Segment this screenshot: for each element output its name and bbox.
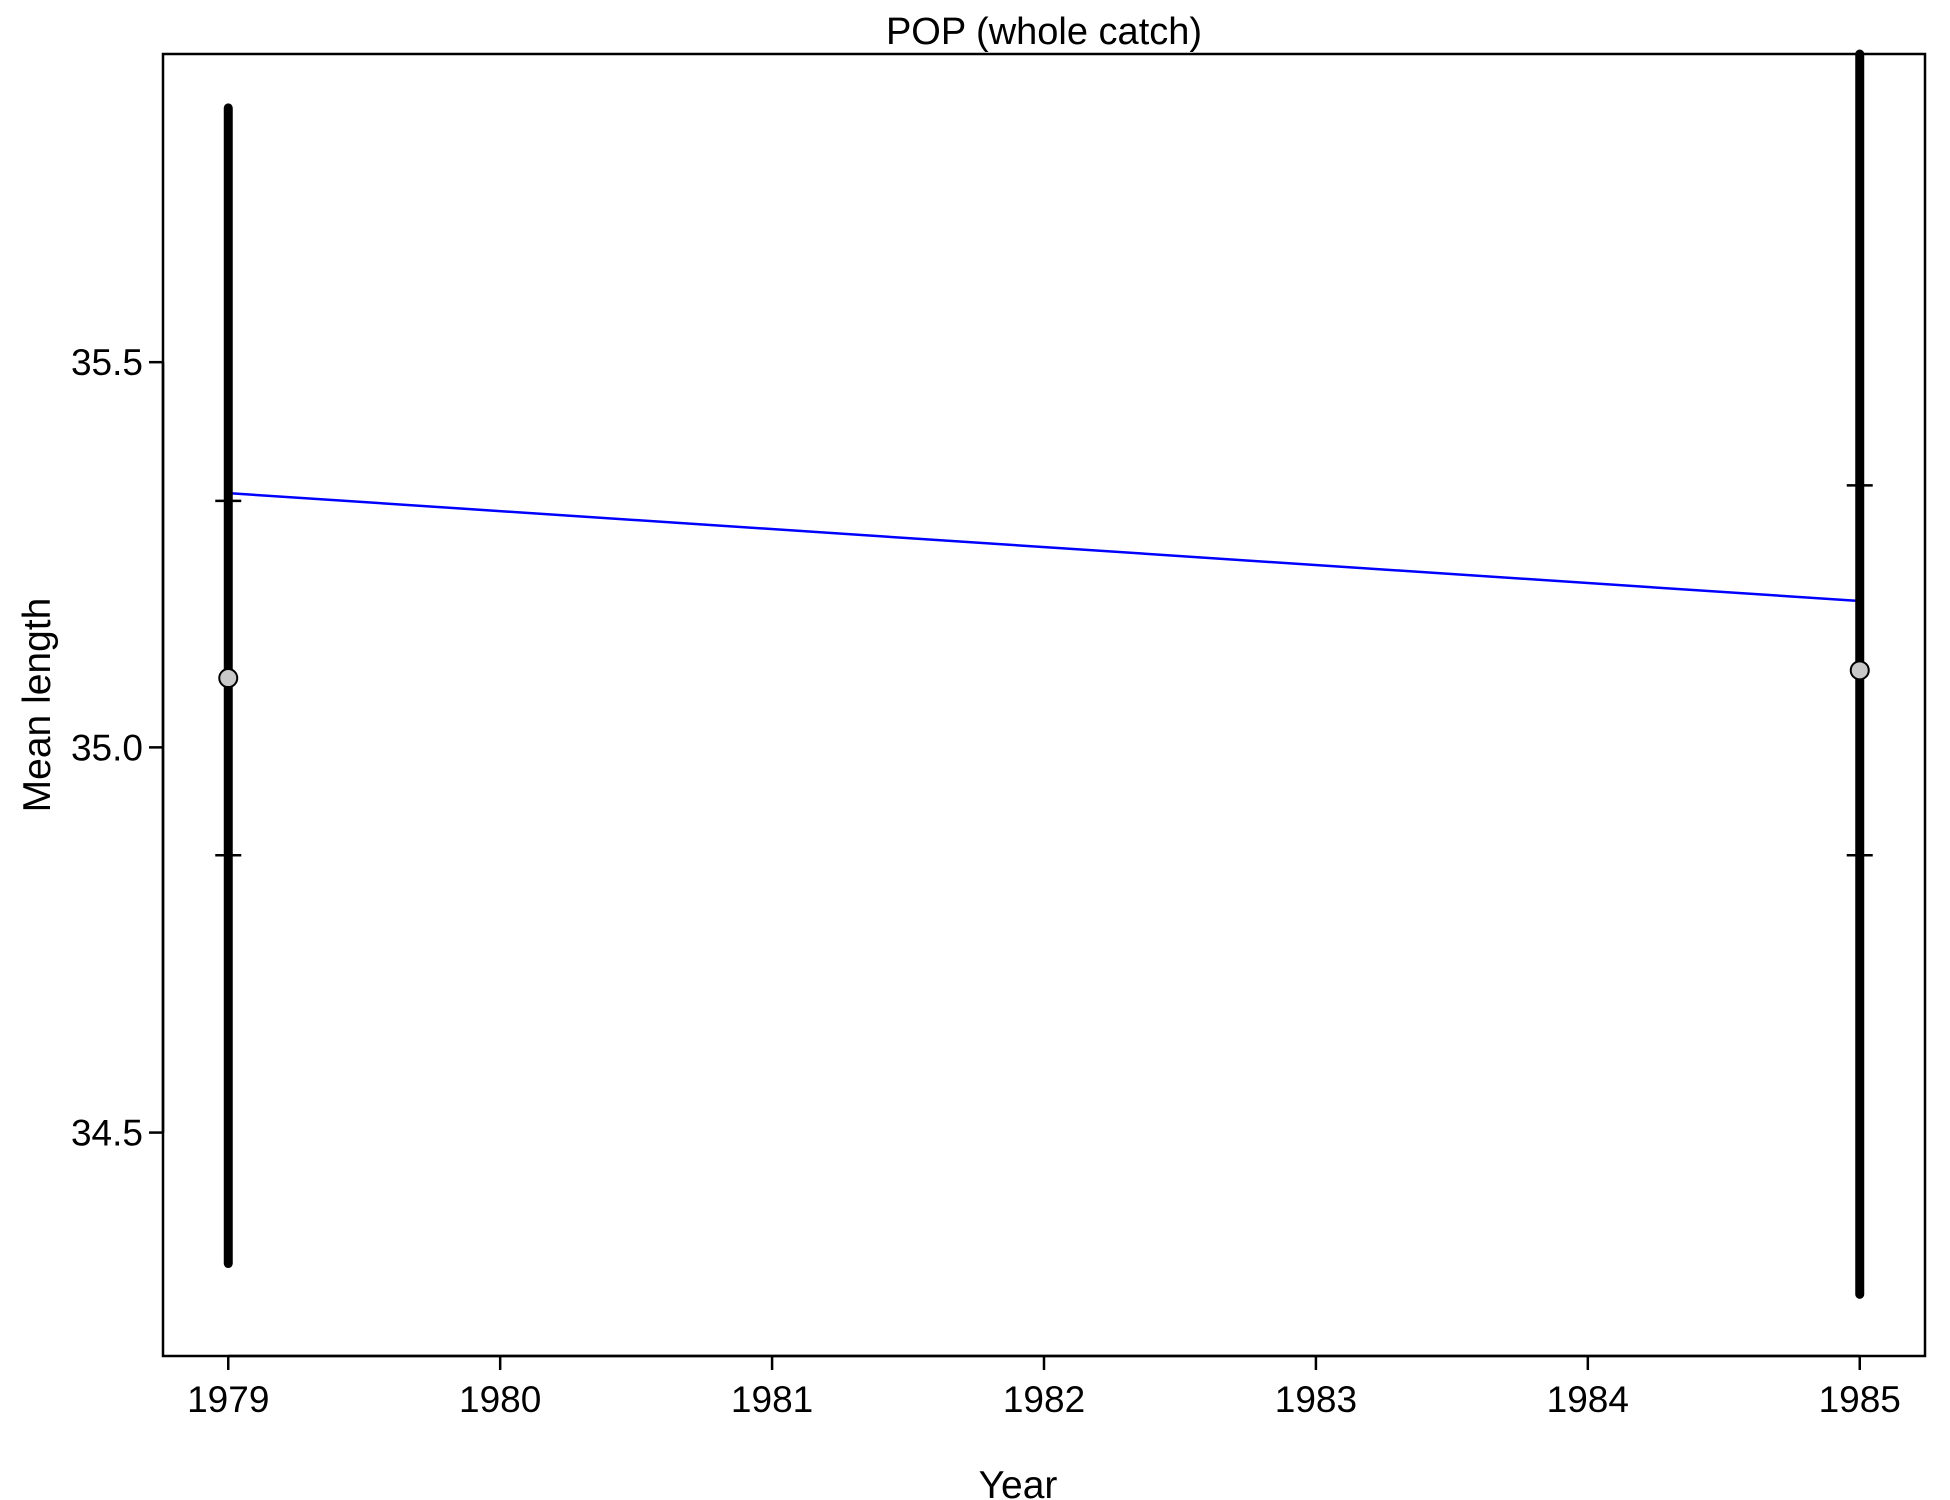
x-tick-label: 1980 [459,1379,541,1420]
trend-line-layer [228,491,1860,603]
x-tick-label: 1984 [1547,1379,1629,1420]
plot-frame [161,52,1927,1358]
x-tick-label: 1982 [1003,1379,1085,1420]
x-tick-label: 1979 [187,1379,269,1420]
y-tick-label: 35.0 [71,727,143,768]
x-tick-label: 1985 [1819,1379,1901,1420]
y-axis: 34.5 35.0 35.5 [71,342,165,1154]
mean-length-point [218,668,239,689]
y-tick-label: 35.5 [71,342,143,383]
y-tick-label: 34.5 [71,1113,143,1154]
x-tick-label: 1981 [731,1379,813,1420]
trend-line [228,491,1860,603]
data-marks [215,49,1873,1299]
mean-length-point [1849,660,1870,681]
chart-title: POP (whole catch) [886,11,1202,53]
x-axis-label: Year [979,1464,1058,1500]
y-axis-label: Mean length [16,598,59,813]
x-axis: 1979 1980 1981 1982 1983 1984 1985 [187,1354,1901,1420]
x-tick-label: 1983 [1275,1379,1357,1420]
